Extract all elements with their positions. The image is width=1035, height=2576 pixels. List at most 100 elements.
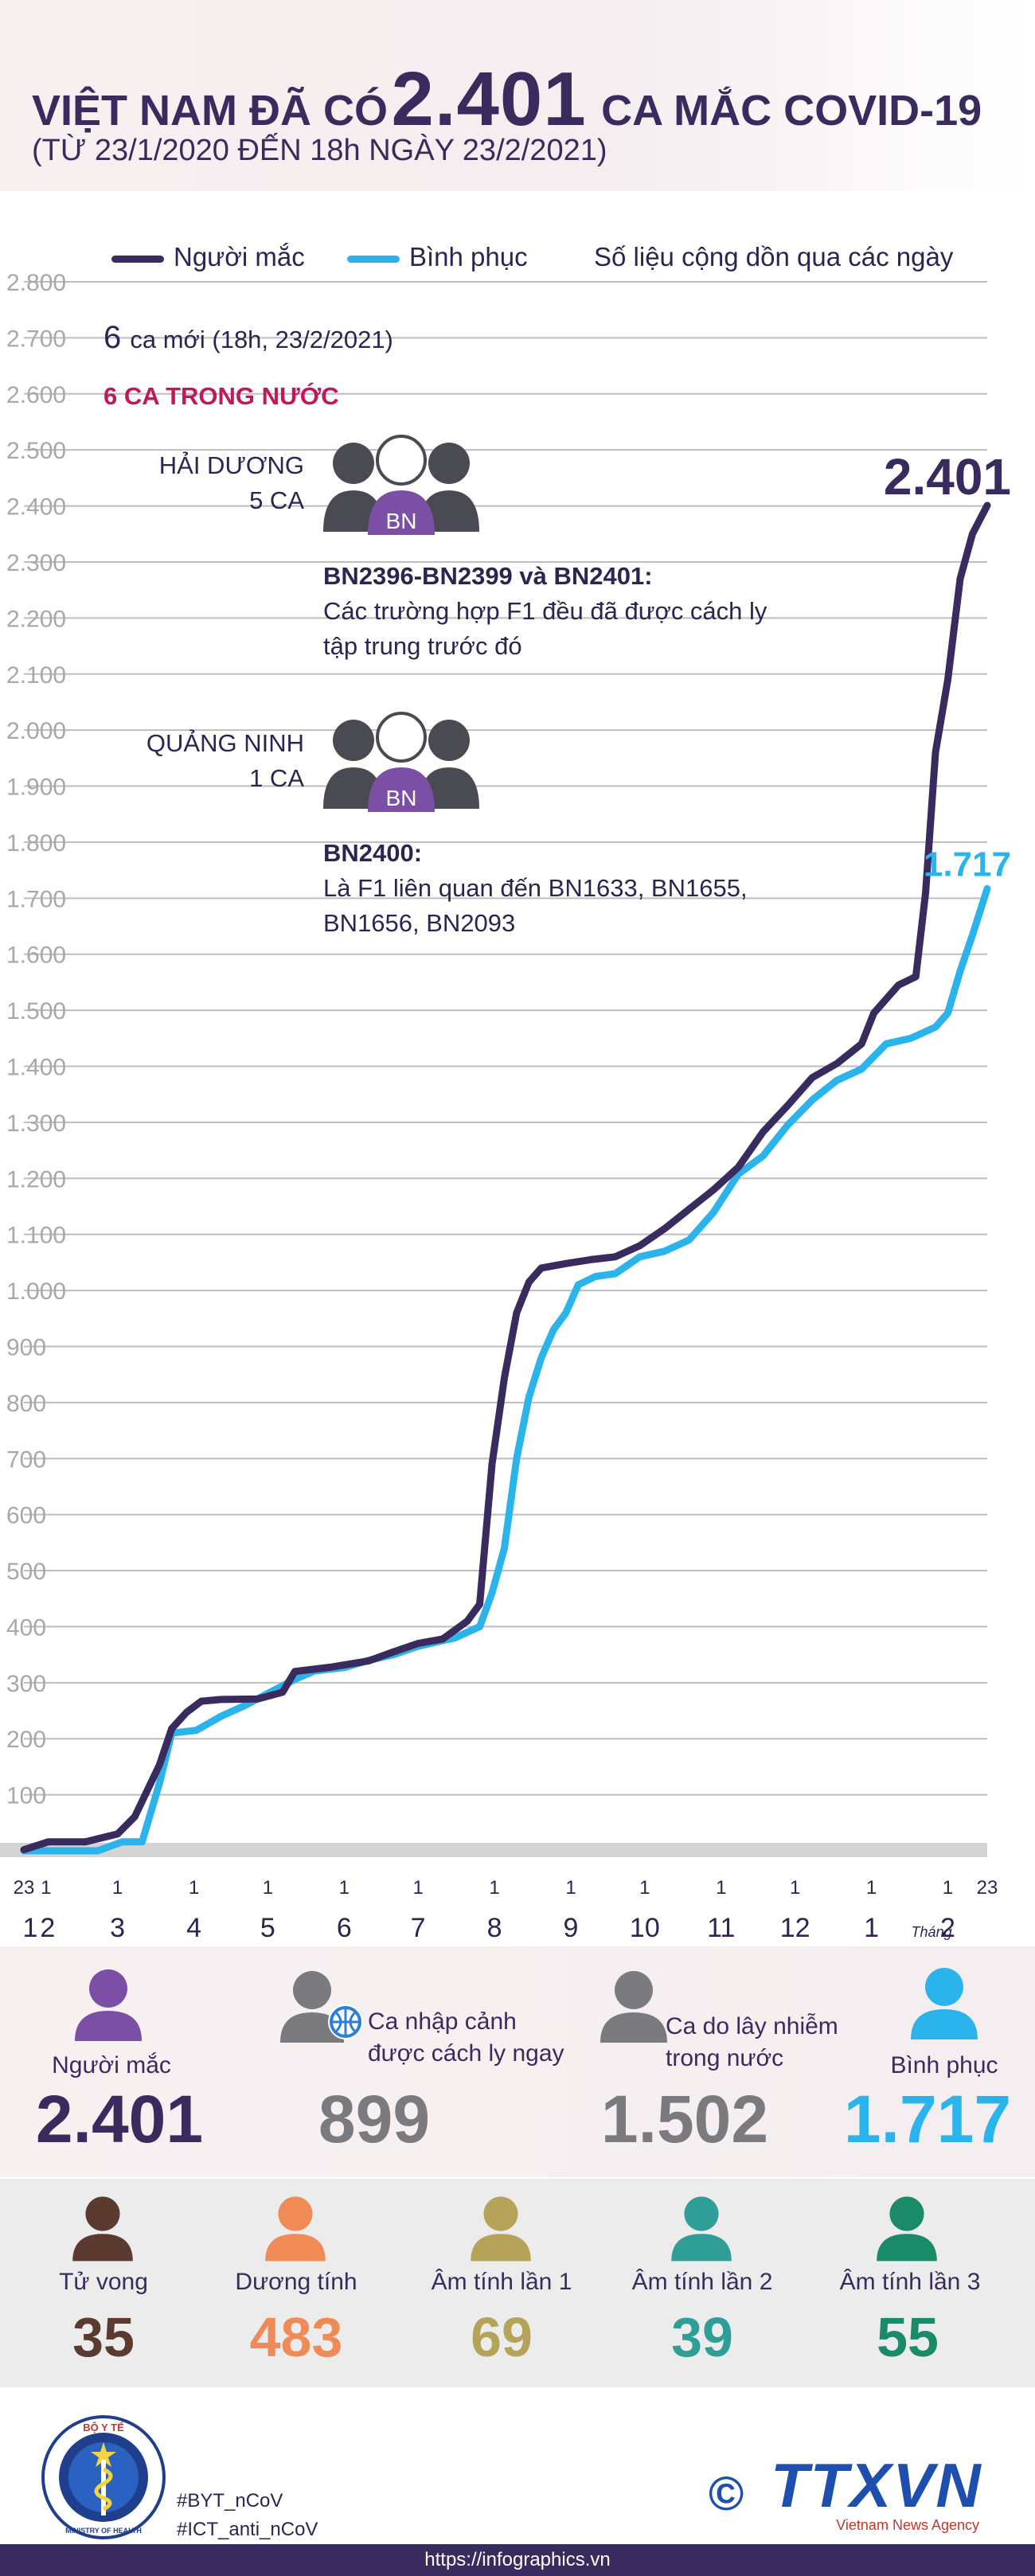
y-tick-label: 2.600 — [6, 382, 66, 408]
title-number: 2.401 — [391, 57, 587, 142]
x-tick-day: 1 — [489, 1877, 499, 1899]
domestic-label: 6 CA TRONG NƯỚC — [104, 382, 339, 410]
y-tick-label: 2.300 — [6, 550, 66, 576]
new-cases-text: ca mới (18h, 23/2/2021) — [130, 326, 393, 353]
ttxvn-logo-sub: Vietnam News Agency — [836, 2517, 979, 2533]
y-tick-label: 2.700 — [6, 326, 66, 352]
negative-1-person-icon — [465, 2192, 537, 2268]
group1-place-block: HẢI DƯƠNG 5 CA — [96, 448, 304, 518]
x-tick-day: 1 — [943, 1877, 953, 1899]
group2-desc-line1: Là F1 liên quan đến BN1633, BN1655, — [323, 874, 748, 902]
x-tick-month: 4 — [186, 1913, 201, 1943]
recovered-series-line — [20, 884, 991, 1855]
y-tick-label: 2.100 — [6, 662, 66, 689]
infected-series-line — [20, 502, 991, 1854]
y-tick-label: 300 — [6, 1671, 46, 1697]
legend-infected-label: Người mắc — [174, 242, 305, 271]
legend-recovered-swatch — [347, 255, 400, 263]
legend-infected-swatch — [111, 255, 164, 263]
recovered-end-label: 1.717 — [924, 845, 1011, 884]
stat-domestic-label: Ca do lây nhiễm trong nước — [666, 2011, 838, 2074]
title-part1: VIỆT NAM ĐÃ CÓ — [32, 87, 389, 135]
x-tick-month: 2 — [940, 1913, 955, 1943]
stat-negative1-label: Âm tính lần 1 — [431, 2269, 572, 2295]
imported-person-icon — [279, 1966, 366, 2050]
ttxvn-logo: TTXVN Vietnam News Agency — [771, 2453, 994, 2534]
stat-negative3-value: 55 — [877, 2306, 939, 2368]
month-word-label: Tháng — [912, 1924, 952, 1940]
svg-text:MINISTRY OF HEALTH: MINISTRY OF HEALTH — [65, 2527, 142, 2535]
x-tick-day: 1 — [565, 1877, 576, 1899]
x-tick-day: 1 — [263, 1877, 273, 1899]
stat-domestic-label-line1: Ca do lây nhiễm — [666, 2013, 838, 2039]
y-tick-label: 2.400 — [6, 494, 66, 521]
group1-people-icon: BN — [322, 435, 481, 578]
footer-url-link[interactable]: https://infographics.vn — [424, 2549, 611, 2570]
stat-deaths-label: Tử vong — [59, 2269, 148, 2295]
y-tick-label: 1.800 — [6, 830, 66, 857]
x-tick-day: 1 — [41, 1877, 51, 1899]
hashtags: #BYT_nCoV #ICT_anti_nCoV — [177, 2487, 318, 2544]
y-tick-label: 1.400 — [6, 1055, 66, 1081]
stat-negative2-value: 39 — [671, 2306, 733, 2368]
y-tick-label: 2.200 — [6, 606, 66, 632]
group2-people-icon: BN — [322, 712, 481, 855]
x-tick-day: 1 — [112, 1877, 123, 1899]
x-tick-month: 5 — [260, 1913, 275, 1943]
group2-desc-line2: BN1656, BN2093 — [323, 909, 516, 937]
x-tick-month: 7 — [411, 1913, 426, 1943]
stat-infected-value: 2.401 — [35, 2082, 204, 2156]
header-band — [0, 0, 1035, 191]
legend-note: Số liệu cộng dồn qua các ngày — [594, 242, 954, 271]
infected-person-icon — [68, 1965, 148, 2048]
x-tick-day: 1 — [790, 1877, 800, 1899]
y-tick-label: 800 — [6, 1391, 46, 1417]
y-tick-label: 100 — [6, 1783, 46, 1809]
group2-place: QUẢNG NINH — [146, 729, 304, 757]
y-tick-label: 2.800 — [6, 270, 66, 296]
legend-infected: Người mắc — [111, 242, 305, 272]
stat-recovered-value: 1.717 — [843, 2082, 1012, 2156]
stat-negative1-value: 69 — [471, 2306, 533, 2368]
x-tick-month: 9 — [564, 1913, 579, 1943]
y-tick-label: 2.000 — [6, 718, 66, 744]
y-tick-label: 900 — [6, 1334, 46, 1360]
group2-place-block: QUẢNG NINH 1 CA — [96, 726, 304, 796]
stat-imported-label: Ca nhập cảnh được cách ly ngay — [368, 2006, 564, 2070]
x-tick-month: 11 — [707, 1913, 735, 1943]
hashtag-ict[interactable]: #ICT_anti_nCoV — [177, 2519, 318, 2540]
new-cases-number: 6 — [104, 320, 122, 355]
x-tick-month: 1 — [23, 1913, 38, 1943]
stat-imported-label-line2: được cách ly ngay — [368, 2040, 564, 2067]
x-axis-band — [0, 1843, 987, 1857]
stat-infected-label: Người mắc — [52, 2052, 171, 2078]
y-tick-label: 400 — [6, 1614, 46, 1641]
positive-person-icon — [260, 2192, 331, 2268]
stat-positive-label: Dương tính — [235, 2269, 357, 2295]
x-tick-month: 2 — [40, 1913, 55, 1943]
y-tick-label: 1.500 — [6, 998, 66, 1025]
x-tick-day: 1 — [339, 1877, 350, 1899]
new-cases-note: 6 ca mới (18h, 23/2/2021) — [104, 320, 393, 356]
x-tick-month: 6 — [337, 1913, 352, 1943]
svg-text:BN: BN — [386, 509, 417, 533]
group1-place: HẢI DƯƠNG — [158, 451, 304, 479]
hashtag-byt[interactable]: #BYT_nCoV — [177, 2490, 283, 2512]
y-tick-label: 1.600 — [6, 943, 66, 969]
title-part2: CA MẮC COVID-19 — [601, 87, 982, 135]
series-end-labels: 1.717 2.401 — [884, 448, 1011, 884]
x-tick-day: 1 — [639, 1877, 650, 1899]
cumulative-cases-chart: 100 200 300 400 500 600 700 800 900 1.000 1.100 1.2… — [0, 270, 1011, 1961]
negative-2-person-icon — [666, 2192, 737, 2268]
y-tick-label: 1.000 — [6, 1278, 66, 1305]
ttxvn-logo-text: TTXVN — [771, 2450, 982, 2520]
x-tick-day: 23 — [14, 1877, 35, 1899]
x-tick-day: 1 — [716, 1877, 726, 1899]
x-tick-day: 1 — [412, 1877, 423, 1899]
domestic-person-icon — [594, 1966, 674, 2050]
stat-domestic-label-line2: trong nước — [666, 2045, 784, 2071]
negative-3-person-icon — [871, 2192, 943, 2268]
y-tick-label: 700 — [6, 1446, 46, 1473]
y-tick-label: 600 — [6, 1503, 46, 1529]
group1-desc-line2: tập trung trước đó — [323, 632, 522, 660]
